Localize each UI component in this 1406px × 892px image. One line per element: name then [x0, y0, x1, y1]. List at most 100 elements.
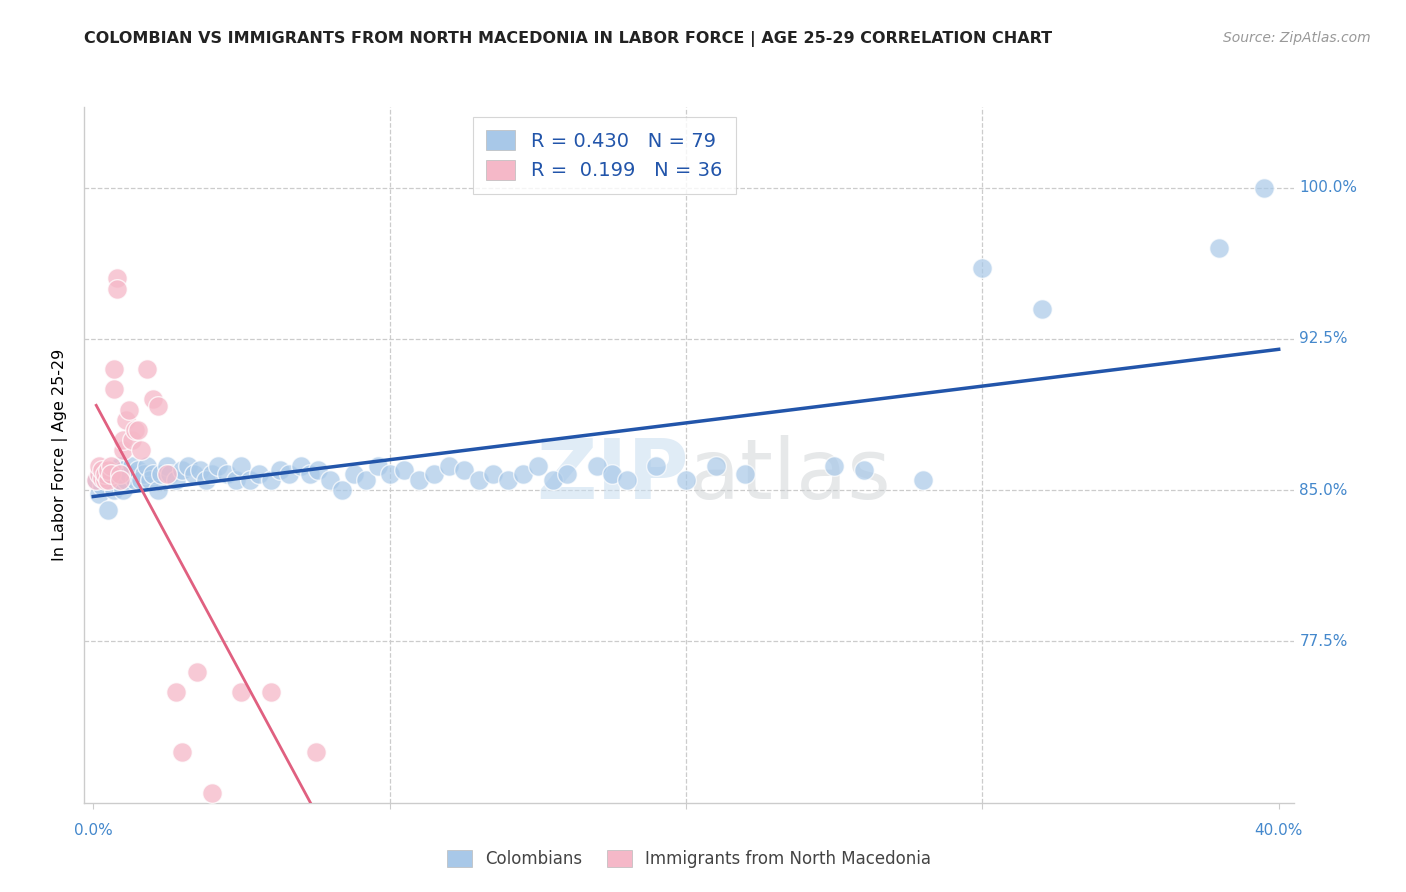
- Point: [129, 473, 152, 487]
- Point: [734, 467, 756, 481]
- Point: [97, 467, 120, 481]
- Point: [127, 463, 149, 477]
- Point: [91, 471, 114, 485]
- Point: [269, 463, 291, 477]
- Point: [97, 473, 120, 487]
- Point: [541, 473, 564, 487]
- Point: [1031, 301, 1053, 316]
- Point: [124, 473, 146, 487]
- Point: [132, 467, 155, 481]
- Point: [105, 281, 128, 295]
- Point: [586, 458, 609, 473]
- Point: [231, 685, 253, 699]
- Point: [138, 473, 160, 487]
- Point: [675, 473, 697, 487]
- Point: [343, 467, 366, 481]
- Text: 77.5%: 77.5%: [1299, 634, 1348, 649]
- Point: [105, 271, 128, 285]
- Point: [115, 412, 138, 426]
- Point: [378, 467, 401, 481]
- Point: [394, 463, 416, 477]
- Point: [319, 473, 342, 487]
- Point: [453, 463, 475, 477]
- Point: [91, 463, 114, 477]
- Point: [467, 473, 489, 487]
- Text: 85.0%: 85.0%: [1299, 483, 1348, 498]
- Point: [89, 467, 111, 481]
- Point: [367, 458, 389, 473]
- Point: [127, 423, 149, 437]
- Point: [89, 458, 111, 473]
- Legend: Colombians, Immigrants from North Macedonia: Colombians, Immigrants from North Macedo…: [436, 839, 942, 878]
- Point: [84, 473, 107, 487]
- Point: [201, 467, 224, 481]
- Point: [150, 467, 173, 481]
- Point: [177, 458, 200, 473]
- Point: [260, 473, 283, 487]
- Point: [111, 442, 134, 457]
- Point: [108, 458, 131, 473]
- Point: [298, 467, 321, 481]
- Text: 0.0%: 0.0%: [75, 823, 112, 838]
- Point: [103, 383, 125, 397]
- Point: [557, 467, 579, 481]
- Point: [94, 471, 117, 485]
- Text: ZIP: ZIP: [537, 435, 689, 516]
- Point: [496, 473, 519, 487]
- Point: [118, 467, 141, 481]
- Point: [482, 467, 505, 481]
- Point: [912, 473, 935, 487]
- Text: Source: ZipAtlas.com: Source: ZipAtlas.com: [1223, 31, 1371, 45]
- Text: 92.5%: 92.5%: [1299, 332, 1348, 346]
- Point: [172, 745, 194, 759]
- Point: [111, 433, 134, 447]
- Point: [115, 473, 138, 487]
- Point: [103, 362, 125, 376]
- Y-axis label: In Labor Force | Age 25-29: In Labor Force | Age 25-29: [52, 349, 69, 561]
- Point: [135, 362, 157, 376]
- Point: [247, 467, 270, 481]
- Point: [100, 473, 122, 487]
- Point: [183, 467, 205, 481]
- Point: [94, 467, 117, 481]
- Point: [852, 463, 875, 477]
- Point: [423, 467, 446, 481]
- Point: [156, 458, 179, 473]
- Point: [108, 473, 131, 487]
- Point: [111, 483, 134, 498]
- Point: [239, 473, 262, 487]
- Point: [207, 458, 229, 473]
- Point: [97, 463, 120, 477]
- Point: [124, 423, 146, 437]
- Point: [165, 473, 187, 487]
- Point: [354, 473, 377, 487]
- Point: [141, 467, 163, 481]
- Point: [188, 463, 211, 477]
- Point: [121, 458, 143, 473]
- Point: [512, 467, 534, 481]
- Point: [526, 458, 548, 473]
- Point: [308, 463, 330, 477]
- Point: [194, 473, 217, 487]
- Point: [141, 392, 163, 407]
- Point: [103, 463, 125, 477]
- Point: [159, 467, 181, 481]
- Point: [437, 458, 460, 473]
- Text: COLOMBIAN VS IMMIGRANTS FROM NORTH MACEDONIA IN LABOR FORCE | AGE 25-29 CORRELAT: COLOMBIAN VS IMMIGRANTS FROM NORTH MACED…: [84, 31, 1053, 47]
- Point: [408, 473, 430, 487]
- Point: [330, 483, 353, 498]
- Point: [704, 458, 727, 473]
- Point: [260, 685, 283, 699]
- Point: [135, 458, 157, 473]
- Point: [823, 458, 845, 473]
- Point: [215, 467, 238, 481]
- Point: [118, 402, 141, 417]
- Point: [600, 467, 623, 481]
- Point: [1208, 241, 1230, 255]
- Point: [100, 458, 122, 473]
- Point: [121, 433, 143, 447]
- Point: [105, 467, 128, 481]
- Point: [186, 665, 208, 679]
- Point: [201, 786, 224, 800]
- Point: [129, 442, 152, 457]
